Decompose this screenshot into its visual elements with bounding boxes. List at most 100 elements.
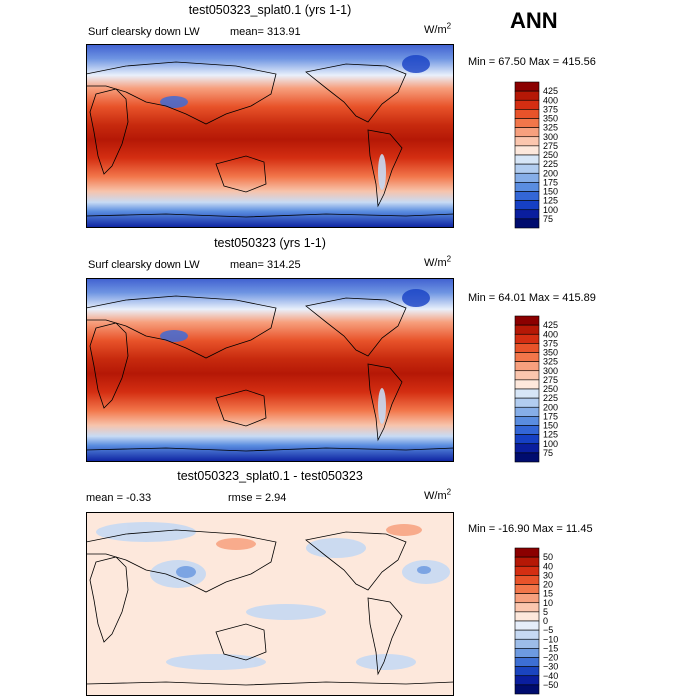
colorbar-swatch: [514, 657, 540, 667]
colorbar-tick-label: 400: [543, 329, 558, 339]
colorbar-tick-label: 10: [543, 598, 553, 608]
colorbar-tick-label: 425: [543, 86, 558, 96]
colorbar-swatch: [514, 127, 540, 138]
colorbar-tick-label: 100: [543, 439, 558, 449]
colorbar-swatch: [514, 370, 540, 381]
panel2-tibet-anomaly: [160, 330, 188, 342]
colorbar-swatch: [514, 154, 540, 165]
colorbar-swatch: [514, 118, 540, 128]
panel3-mean: mean = -0.33: [86, 492, 151, 504]
colorbar-swatch: [514, 172, 540, 183]
panel1-south-america-outline: [367, 129, 403, 208]
colorbar-swatch: [514, 638, 540, 649]
colorbar-swatch: [514, 90, 540, 101]
panel1-antarctica-outline: [86, 213, 454, 218]
colorbar-swatch: [514, 443, 540, 454]
colorbar-tick-label: 175: [543, 177, 558, 187]
panel3-patch: [356, 654, 416, 670]
panel1-north-america-outline: [305, 63, 407, 123]
colorbar-tick-label: 20: [543, 580, 553, 590]
panel2-units: W/m2: [424, 255, 451, 269]
panel3-title: test050323_splat0.1 - test050323: [177, 469, 363, 483]
panel1-africa-outline: [89, 88, 129, 175]
colorbar-swatch: [514, 565, 540, 576]
panel3-coastlines: [86, 529, 454, 686]
panel2-greenland-anomaly: [402, 289, 430, 307]
panel3-patch: [246, 604, 326, 620]
colorbar-tick-label: −50: [543, 680, 558, 690]
colorbar-swatch: [514, 575, 540, 585]
panel1-title: test050323_splat0.1 (yrs 1-1): [188, 3, 352, 17]
panel2-frame: [86, 278, 454, 462]
panel2-colorbar: 4254003753503253002752502252001751501251…: [514, 315, 558, 463]
colorbar-swatch: [514, 388, 540, 399]
panel1-eurasia-outline: [86, 61, 277, 125]
colorbar-tick-label: −10: [543, 634, 558, 644]
panel2-title: test050323 (yrs 1-1): [214, 236, 326, 250]
colorbar-tick-label: 75: [543, 448, 553, 458]
colorbar-swatch: [514, 584, 540, 594]
panel1-units-base: W/m: [424, 24, 447, 36]
colorbar-swatch: [514, 163, 540, 174]
colorbar-swatch: [514, 611, 540, 622]
colorbar-tick-label: 350: [543, 114, 558, 124]
panel1-tibet-anomaly: [160, 96, 188, 108]
colorbar-tick-label: −30: [543, 662, 558, 672]
panel2-antarctica-outline: [86, 447, 454, 452]
colorbar-swatch: [514, 406, 540, 417]
colorbar-swatch: [514, 425, 540, 435]
colorbar-swatch: [514, 333, 540, 344]
colorbar-swatch: [514, 324, 540, 335]
colorbar-swatch: [514, 684, 540, 695]
panel3-rmse: rmse = 2.94: [228, 492, 286, 504]
panel2-mean-value: 314.25: [267, 259, 301, 271]
panel3-units-base: W/m: [424, 490, 447, 502]
panel2-andes-anomaly: [378, 388, 386, 424]
colorbar-tick-label: 30: [543, 570, 553, 580]
panel1-australia-outline: [215, 155, 267, 193]
colorbar-tick-label: 125: [543, 196, 558, 206]
panel3-australia-outline: [215, 623, 267, 661]
colorbar-swatch: [514, 361, 540, 372]
panel2-coastlines: [86, 295, 454, 452]
colorbar-swatch: [514, 352, 540, 362]
colorbar-tick-label: 325: [543, 357, 558, 367]
panel2-min-value: 64.01: [498, 292, 526, 304]
panel2-australia-outline: [215, 389, 267, 427]
panel3-max-value: 11.45: [565, 523, 593, 535]
panel1-minmax: Min = 67.50 Max = 415.56: [468, 56, 596, 68]
colorbar-tick-label: 200: [543, 168, 558, 178]
colorbar-swatch: [514, 315, 540, 326]
colorbar-tick-label: 225: [543, 393, 558, 403]
panel3-africa-outline: [89, 556, 129, 643]
panel3-min-label: Min =: [468, 523, 496, 535]
colorbar-tick-label: 350: [543, 348, 558, 358]
panel1-mean-label: mean=: [230, 26, 264, 38]
colorbar-tick-label: 200: [543, 402, 558, 412]
colorbar-tick-label: 300: [543, 366, 558, 376]
panel2-mean: mean= 314.25: [230, 259, 301, 271]
panel2-units-base: W/m: [424, 257, 447, 269]
colorbar-swatch: [514, 191, 540, 201]
colorbar-tick-label: 375: [543, 104, 558, 114]
colorbar-tick-label: 250: [543, 150, 558, 160]
colorbar-swatch: [514, 81, 540, 92]
colorbar-swatch: [514, 109, 540, 119]
panel1-map: [86, 44, 454, 228]
colorbar-swatch: [514, 379, 540, 390]
colorbar-tick-label: 0: [543, 616, 548, 626]
panel3-frame: [86, 512, 454, 696]
panel3-patch: [176, 566, 196, 578]
panel3-rmse-label: rmse =: [228, 492, 262, 504]
colorbar-swatch: [514, 182, 540, 192]
panel1-frame: [86, 44, 454, 228]
panel3-min-value: -16.90: [498, 523, 530, 535]
colorbar-swatch: [514, 648, 540, 658]
panel1-min-label: Min =: [468, 56, 496, 68]
panel3-map: [86, 512, 454, 696]
colorbar-tick-label: 100: [543, 205, 558, 215]
panel3-patch: [417, 566, 431, 574]
colorbar-tick-label: 40: [543, 561, 553, 571]
panel3-mean-label: mean =: [86, 492, 123, 504]
